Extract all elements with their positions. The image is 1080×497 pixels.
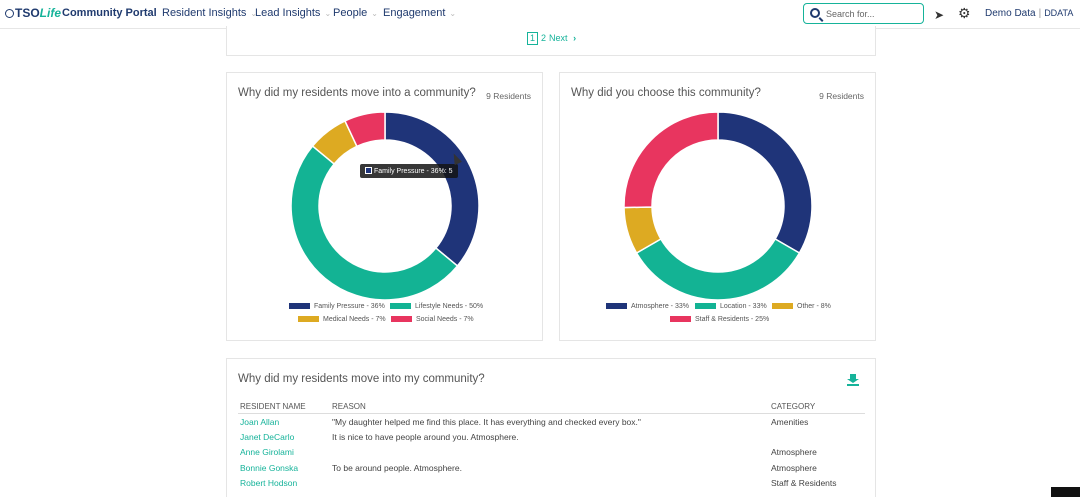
legend-social-needs[interactable]: Social Needs - 7%: [391, 316, 474, 323]
globe-icon: [5, 9, 14, 18]
column-header-category[interactable]: CATEGORY: [771, 402, 816, 411]
table-row: Joan Allan "My daughter helped me find t…: [227, 417, 877, 432]
donut-slice-location[interactable]: [635, 237, 801, 301]
resident-name-link[interactable]: Robert Hodson: [240, 478, 298, 488]
legend-atmosphere[interactable]: Atmosphere - 33%: [606, 303, 689, 310]
tsolife-logo[interactable]: TSOLife: [5, 6, 61, 20]
top-navbar: TSOLife Community Portal Resident Insigh…: [0, 0, 1080, 29]
menu-engagement[interactable]: Engagement ⌄: [383, 7, 457, 19]
category-text: Atmosphere: [771, 463, 817, 473]
table-row: Bonnie Gonska To be around people. Atmos…: [227, 463, 877, 478]
reason-text: To be around people. Atmosphere.: [332, 463, 462, 473]
legend-lifestyle-needs[interactable]: Lifestyle Needs - 50%: [390, 303, 483, 310]
portal-title[interactable]: Community Portal: [62, 7, 157, 19]
chevron-down-icon: ⌄: [324, 9, 332, 18]
legend-medical-needs[interactable]: Medical Needs - 7%: [298, 316, 386, 323]
column-header-resident-name[interactable]: RESIDENT NAME: [240, 402, 306, 411]
gear-icon[interactable]: ⚙: [958, 5, 971, 21]
legend-family-pressure[interactable]: Family Pressure - 36%: [289, 303, 385, 310]
table-row: Robert Hodson Staff & Residents: [227, 478, 877, 493]
donut-slice-atmosphere[interactable]: [717, 111, 813, 255]
category-text: Staff & Residents: [771, 478, 837, 488]
next-page-button[interactable]: Next ›: [549, 33, 577, 43]
category-text: Amenities: [771, 417, 809, 427]
donut-slice-family-pressure[interactable]: [384, 111, 480, 267]
column-header-reason[interactable]: REASON: [332, 402, 366, 411]
table-title: Why did my residents move into my commun…: [238, 373, 485, 385]
chart-card-choice-reasons: Why did you choose this community? 9 Res…: [559, 72, 876, 341]
pager-card: 1 2 Next ›: [226, 26, 876, 56]
reason-text: It is nice to have people around you. At…: [332, 432, 519, 442]
search-icon[interactable]: [810, 8, 820, 18]
legend-other[interactable]: Other - 8%: [772, 303, 831, 310]
category-text: Atmosphere: [771, 447, 817, 457]
legend-location[interactable]: Location - 33%: [695, 303, 767, 310]
page-1-button[interactable]: 1: [527, 32, 539, 45]
search-box: [803, 3, 924, 24]
donut-chart[interactable]: [560, 73, 877, 342]
table-row: Anne Girolami Atmosphere: [227, 447, 877, 462]
donut-slice-lifestyle-needs[interactable]: [290, 145, 459, 301]
chart-title: Why did you choose this community?: [571, 87, 761, 99]
menu-resident-insights[interactable]: Resident Insights ⌄: [162, 7, 258, 19]
menu-people[interactable]: People ⌄: [333, 7, 378, 19]
menu-lead-insights[interactable]: Lead Insights ⌄: [255, 7, 332, 19]
user-menu[interactable]: Demo Data | DDATA: [985, 8, 1074, 19]
pagination: 1 2 Next ›: [527, 32, 579, 45]
resident-name-link[interactable]: Janet DeCarlo: [240, 432, 295, 442]
reason-text: "My daughter helped me find this place. …: [332, 417, 641, 427]
table-row: Janet DeCarlo It is nice to have people …: [227, 432, 877, 447]
chevron-right-icon: ›: [573, 33, 577, 43]
chevron-down-icon: ⌄: [250, 9, 258, 18]
donut-slice-staff-residents[interactable]: [623, 111, 719, 209]
resident-name-link[interactable]: Joan Allan: [240, 417, 280, 427]
page-2-button[interactable]: 2: [541, 33, 547, 43]
resident-name-link[interactable]: Bonnie Gonska: [240, 463, 299, 473]
chart-title: Why did my residents move into a communi…: [238, 87, 476, 99]
chevron-down-icon: ⌄: [449, 9, 457, 18]
download-icon[interactable]: [847, 374, 859, 386]
donut-chart[interactable]: [227, 73, 544, 342]
resident-count: 9 Residents: [819, 91, 864, 101]
chart-tooltip: Family Pressure - 36%: 5: [360, 164, 458, 178]
resident-count: 9 Residents: [486, 91, 531, 101]
search-input[interactable]: [826, 7, 918, 21]
screen-edge-bar: [1051, 487, 1080, 497]
reasons-table-card: Why did my residents move into my commun…: [226, 358, 876, 497]
legend-staff-residents[interactable]: Staff & Residents - 25%: [670, 316, 769, 323]
rocket-icon[interactable]: ➤: [934, 8, 945, 22]
chevron-down-icon: ⌄: [371, 9, 378, 18]
header-divider: [238, 413, 865, 414]
resident-name-link[interactable]: Anne Girolami: [240, 447, 294, 457]
chart-card-move-reasons: Why did my residents move into a communi…: [226, 72, 543, 341]
donut-slice-social-needs[interactable]: [343, 111, 386, 148]
